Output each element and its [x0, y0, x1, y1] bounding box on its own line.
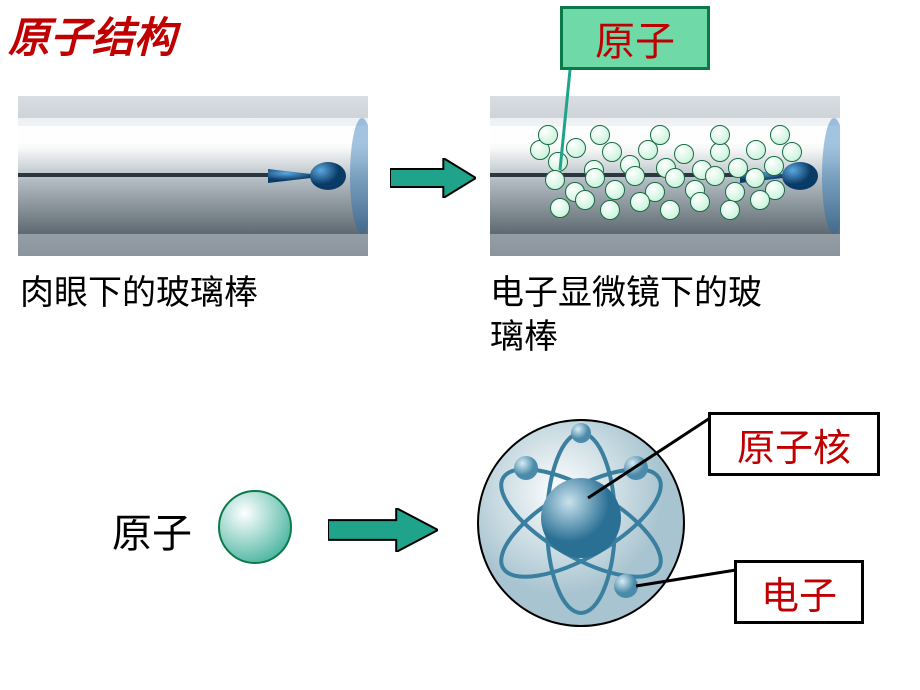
electron-label-box: 电子 — [734, 560, 864, 624]
atom-dot — [550, 198, 570, 218]
atom-model — [476, 418, 686, 628]
atom-dot — [710, 142, 730, 162]
atom-dot — [545, 170, 565, 190]
atom-dot — [710, 125, 730, 145]
atom-label-text: 原子 — [595, 9, 675, 67]
atom-dot — [690, 192, 710, 212]
caption-microscope: 电子显微镜下的玻璃棒 — [490, 272, 790, 360]
nucleus-label-text: 原子核 — [737, 417, 851, 472]
atom-dot — [548, 152, 568, 172]
atom-dot — [600, 200, 620, 220]
atom-label-box: 原子 — [560, 6, 710, 70]
caption-naked-eye: 肉眼下的玻璃棒 — [20, 272, 280, 316]
atom-dot — [625, 166, 645, 186]
atom-dot — [602, 142, 622, 162]
electron-label-text: 电子 — [761, 565, 837, 620]
atom-dot — [660, 200, 680, 220]
atom-dot — [538, 125, 558, 145]
atom-small-circle — [218, 490, 292, 564]
atom-dot — [720, 200, 740, 220]
atom-dot — [782, 142, 802, 162]
atom-dot — [585, 168, 605, 188]
atom-dot — [764, 156, 784, 176]
atom-dot — [745, 168, 765, 188]
atom-word: 原子 — [112, 508, 192, 560]
atom-dot — [566, 138, 586, 158]
arrow-bottom — [328, 508, 438, 552]
atom-dot — [605, 180, 625, 200]
atom-dot — [674, 144, 694, 164]
glass-rod-naked-eye — [18, 96, 368, 256]
nucleus-label-box: 原子核 — [708, 412, 880, 476]
atom-dot — [705, 166, 725, 186]
atom-dot — [746, 140, 766, 160]
atom-dot — [575, 190, 595, 210]
atom-dot — [725, 182, 745, 202]
atom-dot — [770, 125, 790, 145]
atom-dot — [750, 190, 770, 210]
atom-dot — [630, 192, 650, 212]
arrow-top — [390, 158, 476, 198]
atom-dot — [650, 125, 670, 145]
atom-dot — [590, 125, 610, 145]
atom-dot — [665, 168, 685, 188]
page-title: 原子结构 — [8, 4, 176, 65]
